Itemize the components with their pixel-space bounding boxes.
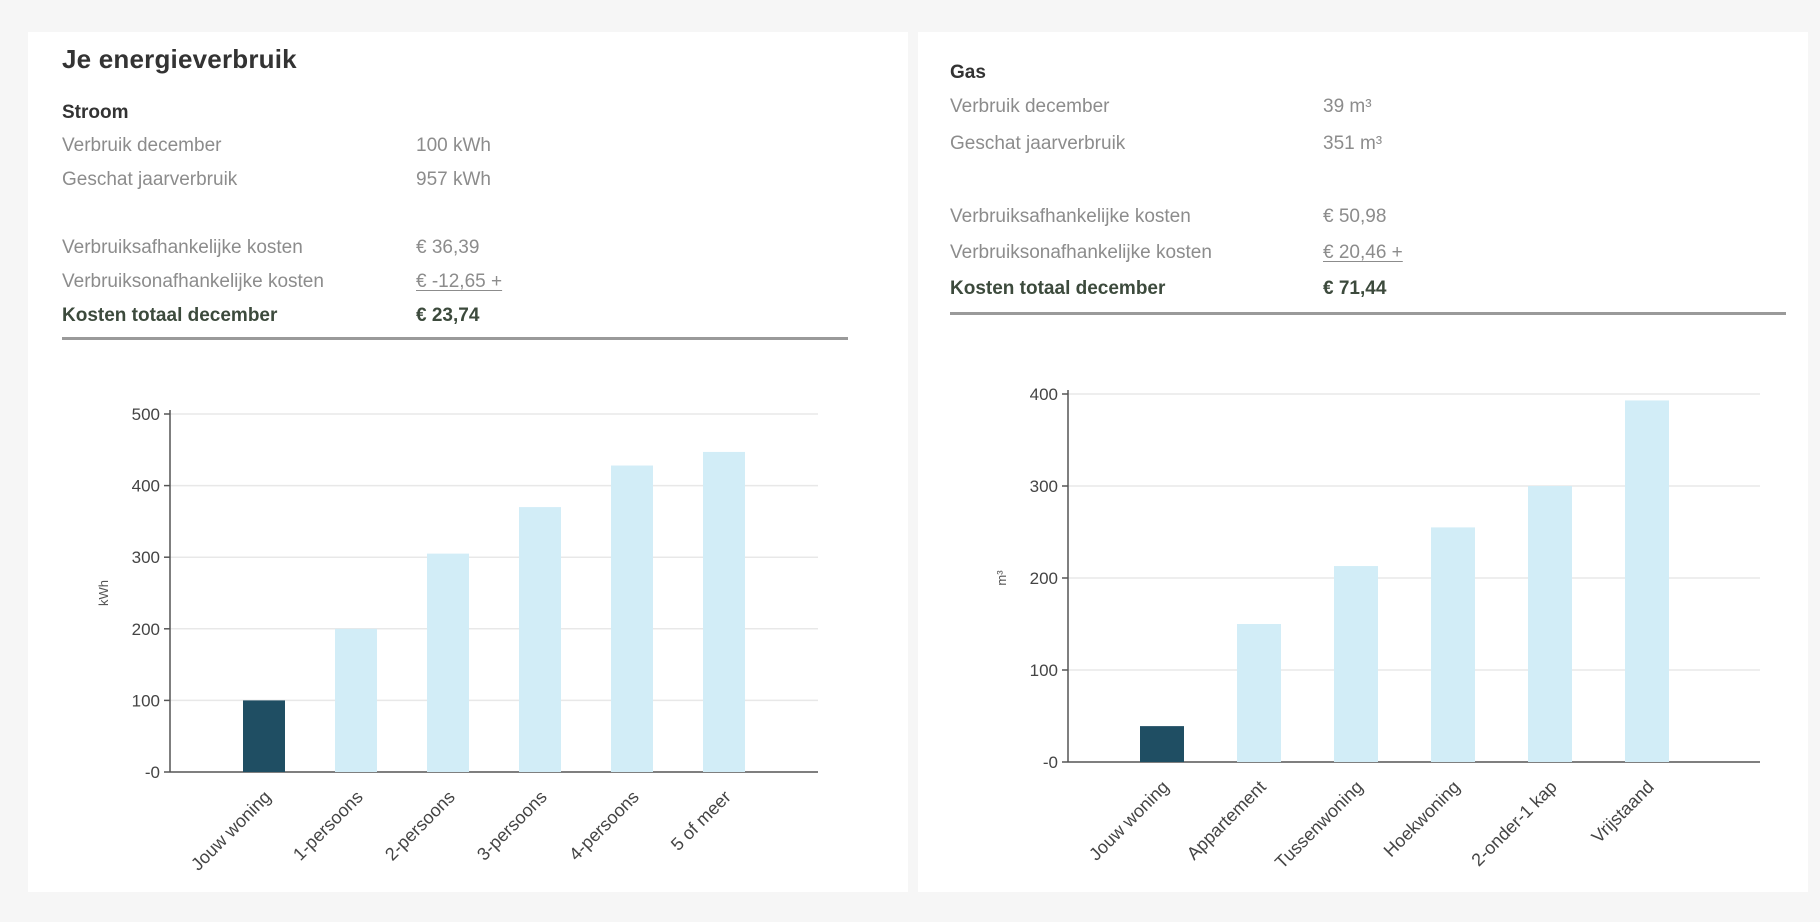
gas-afhankelijk-value: € 50,98 xyxy=(1323,206,1387,227)
gas-verbruik-label: Verbruik december xyxy=(950,96,1110,117)
x-tick-label: 2-persoons xyxy=(381,787,459,865)
gas-verbruik-value: 39 m³ xyxy=(1323,96,1372,117)
x-tick-label: 3-persoons xyxy=(473,787,551,865)
gas-afhankelijk-label: Verbruiksafhankelijke kosten xyxy=(950,206,1191,227)
gas-jaarverbruik-label: Geschat jaarverbruik xyxy=(950,133,1126,154)
bar xyxy=(1625,400,1669,762)
stroom-afhankelijk-value: € 36,39 xyxy=(416,237,480,258)
stroom-onafhankelijk-label: Verbruiksonafhankelijke kosten xyxy=(62,271,324,292)
stroom-total-value: € 23,74 xyxy=(416,305,480,326)
bar xyxy=(703,451,745,772)
stroom-panel: Je energieverbruik Stroom Verbruik decem… xyxy=(28,32,908,892)
y-tick-label: 100 xyxy=(1030,661,1058,680)
stroom-jaarverbruik-value: 957 kWh xyxy=(416,169,491,190)
y-tick-label: 200 xyxy=(1030,569,1058,588)
x-tick-label: Vrijstaand xyxy=(1588,777,1658,847)
bar xyxy=(611,465,653,772)
x-tick-label: Jouw woning xyxy=(1085,777,1173,865)
bar xyxy=(335,628,377,772)
bar xyxy=(1237,624,1281,762)
x-tick-label: 1-persoons xyxy=(289,787,367,865)
stroom-afhankelijk-label: Verbruiksafhankelijke kosten xyxy=(62,237,303,258)
y-tick-label: 400 xyxy=(132,477,160,496)
x-tick-label: 5 of meer xyxy=(667,787,735,855)
x-tick-label: Jouw woning xyxy=(187,787,275,875)
y-tick-label: 300 xyxy=(1030,477,1058,496)
bar xyxy=(1140,726,1184,762)
gas-onafhankelijk-label: Verbruiksonafhankelijke kosten xyxy=(950,242,1212,263)
bar xyxy=(519,507,561,772)
x-tick-label: Appartement xyxy=(1183,777,1270,864)
gas-onafhankelijk-link[interactable]: € 20,46 + xyxy=(1323,242,1403,263)
y-axis-label: m³ xyxy=(994,570,1009,586)
gas-panel: Gas Verbruik december 39 m³ Geschat jaar… xyxy=(918,32,1808,892)
y-axis-label: kWh xyxy=(96,580,111,606)
y-tick-label: -0 xyxy=(145,763,160,782)
y-tick-label: -0 xyxy=(1043,753,1058,772)
bar xyxy=(427,553,469,772)
x-tick-label: 2-onder-1 kap xyxy=(1467,777,1560,870)
gas-jaarverbruik-value: 351 m³ xyxy=(1323,133,1383,154)
bar xyxy=(1334,566,1378,762)
y-tick-label: 400 xyxy=(1030,385,1058,404)
y-tick-label: 300 xyxy=(132,548,160,567)
stroom-divider xyxy=(62,337,848,340)
x-tick-label: Tussenwoning xyxy=(1271,777,1367,873)
stroom-verbruik-label: Verbruik december xyxy=(62,135,222,156)
gas-divider xyxy=(950,312,1786,315)
y-tick-label: 200 xyxy=(132,620,160,639)
y-tick-label: 100 xyxy=(132,691,160,710)
bar xyxy=(1528,486,1572,762)
gas-section-title: Gas xyxy=(950,62,986,83)
x-tick-label: 4-persoons xyxy=(565,787,643,865)
x-tick-label: Hoekwoning xyxy=(1380,777,1464,861)
bar xyxy=(1431,527,1475,762)
bar xyxy=(243,700,285,772)
gas-total-value: € 71,44 xyxy=(1323,278,1387,299)
stroom-verbruik-value: 100 kWh xyxy=(416,135,491,156)
gas-chart: -0 100 200 300 400 m³ Jouw woning Appartement Tu… xyxy=(994,385,1760,873)
stroom-onafhankelijk-link[interactable]: € -12,65 + xyxy=(416,271,503,292)
stroom-jaarverbruik-label: Geschat jaarverbruik xyxy=(62,169,238,190)
stroom-chart: -0 100 200 300 400 500 kWh Jouw woning 1-persoon… xyxy=(96,405,818,875)
page-title: Je energieverbruik xyxy=(62,44,297,74)
stroom-section-title: Stroom xyxy=(62,102,129,123)
gas-total-label: Kosten totaal december xyxy=(950,278,1166,299)
y-tick-label: 500 xyxy=(132,405,160,424)
stroom-total-label: Kosten totaal december xyxy=(62,305,278,326)
